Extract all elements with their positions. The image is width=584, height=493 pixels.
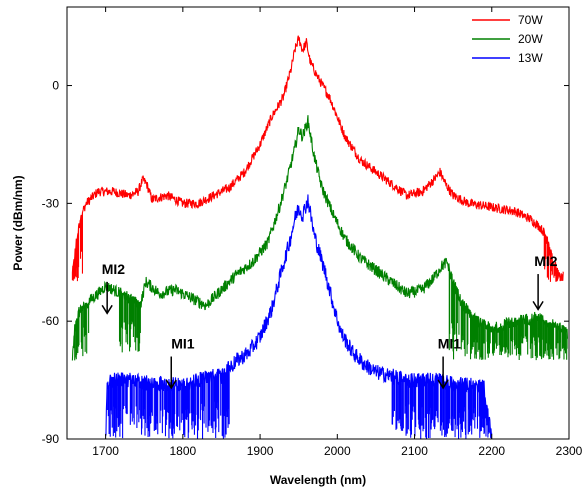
- series-70W: [71, 35, 564, 282]
- x-tick-label: 1900: [247, 444, 274, 458]
- x-tick-label: 1800: [169, 444, 196, 458]
- annotation-label: MI1: [171, 336, 195, 352]
- y-axis: 0 -30 -60 -90: [42, 79, 569, 446]
- legend-label-70W: 70W: [518, 13, 543, 27]
- annotation-arrow-head: [437, 379, 449, 390]
- annotation-mi1: MI1: [165, 336, 195, 390]
- annotations: MI2 MI1 MI1 MI2: [101, 253, 558, 390]
- x-tick-label: 2000: [324, 444, 351, 458]
- x-tick-label: 2100: [401, 444, 428, 458]
- legend-label-20W: 20W: [518, 32, 543, 46]
- y-tick-label: -60: [42, 314, 60, 328]
- legend: 70W 20W 13W: [472, 13, 543, 65]
- annotation-label: MI2: [102, 261, 126, 277]
- annotation-arrow-head: [532, 301, 544, 311]
- annotation-mi2: MI2: [532, 253, 558, 311]
- annotation-mi1: MI1: [437, 336, 462, 390]
- series-line-70W: [71, 35, 564, 282]
- series-13W: [105, 194, 493, 439]
- y-tick-label: -90: [42, 432, 60, 446]
- annotation-label: MI1: [438, 336, 462, 352]
- y-axis-label: Power (dBm/nm): [11, 175, 25, 270]
- plot-frame: [66, 6, 570, 440]
- annotation-arrow-head: [101, 304, 113, 315]
- annotation-mi2: MI2: [101, 261, 126, 315]
- series-line-20W: [71, 115, 569, 361]
- x-axis-label: Wavelength (nm): [270, 473, 366, 487]
- series-line-13W: [105, 194, 493, 439]
- annotation-arrow-head: [165, 379, 177, 390]
- x-tick-label: 1700: [92, 444, 119, 458]
- series-20W: [71, 115, 569, 361]
- legend-label-13W: 13W: [518, 51, 543, 65]
- y-tick-label: 0: [52, 79, 59, 93]
- x-tick-label: 2200: [478, 444, 505, 458]
- x-axis: 1700 1800 1900 2000 2100 2200 2300: [92, 7, 583, 458]
- x-tick-label: 2300: [556, 444, 583, 458]
- annotation-label: MI2: [534, 253, 558, 269]
- y-tick-label: -30: [42, 196, 60, 210]
- series-layer: [71, 35, 569, 439]
